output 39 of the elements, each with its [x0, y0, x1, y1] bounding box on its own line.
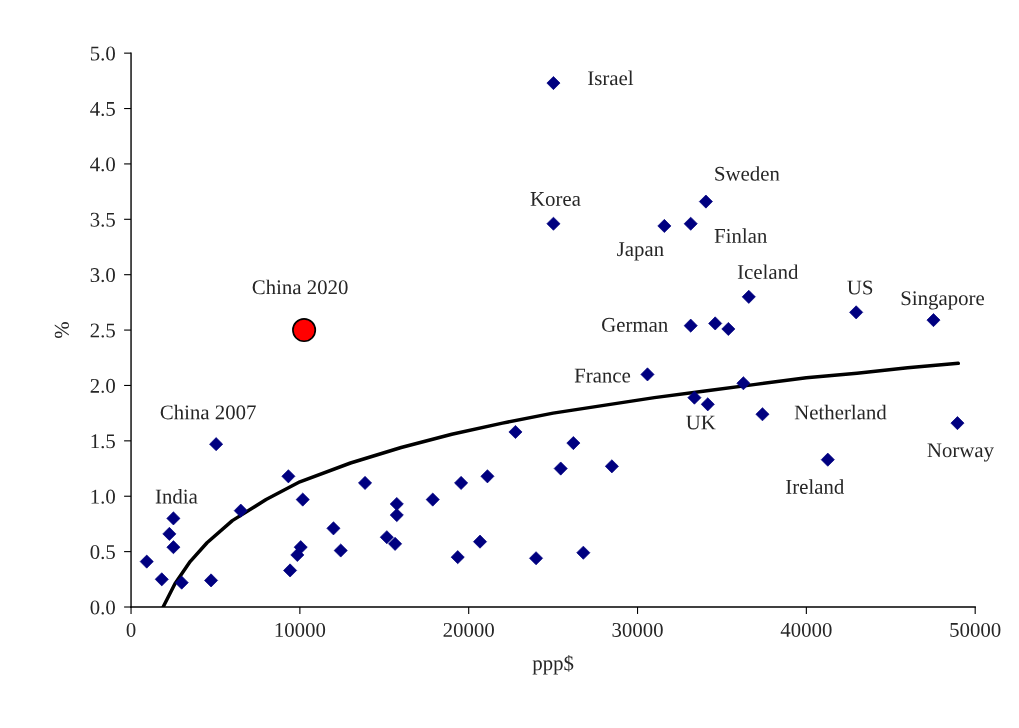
y-tick-label: 2.0: [90, 378, 115, 393]
y-tick-label: 0.0: [90, 600, 115, 615]
point: [849, 305, 864, 320]
y-tick-label: 3.5: [90, 212, 115, 227]
y-axis-title: %: [54, 322, 69, 339]
y-tick-label: 0.5: [90, 544, 115, 560]
y-tick-label: 4.0: [90, 157, 115, 172]
y-tick-label: 3.0: [90, 268, 115, 283]
annotation: Japan: [617, 242, 664, 261]
annotation: Sweden: [715, 166, 780, 181]
annotation: Finlan: [714, 228, 768, 243]
x-tick-label: 20000: [443, 622, 494, 637]
annotation: Singapore: [901, 291, 984, 310]
annotation: India: [155, 488, 198, 504]
annotation: Netherland: [794, 404, 887, 420]
y-tick-label: 4.5: [90, 102, 115, 117]
annotation: Korea: [530, 192, 581, 206]
annotation: US: [847, 280, 873, 295]
x-tick-label: 10000: [275, 622, 326, 637]
x-axis-title: ppp$: [532, 655, 574, 675]
annotation: China 2020: [252, 279, 348, 295]
x-tick-label: 30000: [612, 622, 663, 637]
annotation: France: [574, 368, 631, 383]
y-tick-label: 1.5: [91, 434, 115, 449]
annotation: Ireland: [786, 479, 845, 494]
annotation: China 2007: [160, 404, 256, 420]
annotation: Norway: [927, 443, 994, 462]
annotation: UK: [686, 415, 716, 430]
y-tick-label: 1.0: [91, 489, 115, 504]
annotation: German: [602, 317, 668, 332]
x-tick-label: 0: [126, 622, 136, 637]
x-tick-label: 50000: [950, 622, 1001, 637]
annotation: Israel: [588, 70, 634, 86]
y-tick-label: 5.0: [90, 46, 115, 61]
point: [292, 318, 317, 343]
x-tick-label: 40000: [780, 622, 832, 637]
annotation: Iceland: [737, 264, 799, 280]
y-tick-label: 2.5: [90, 323, 115, 338]
point: [926, 313, 941, 328]
